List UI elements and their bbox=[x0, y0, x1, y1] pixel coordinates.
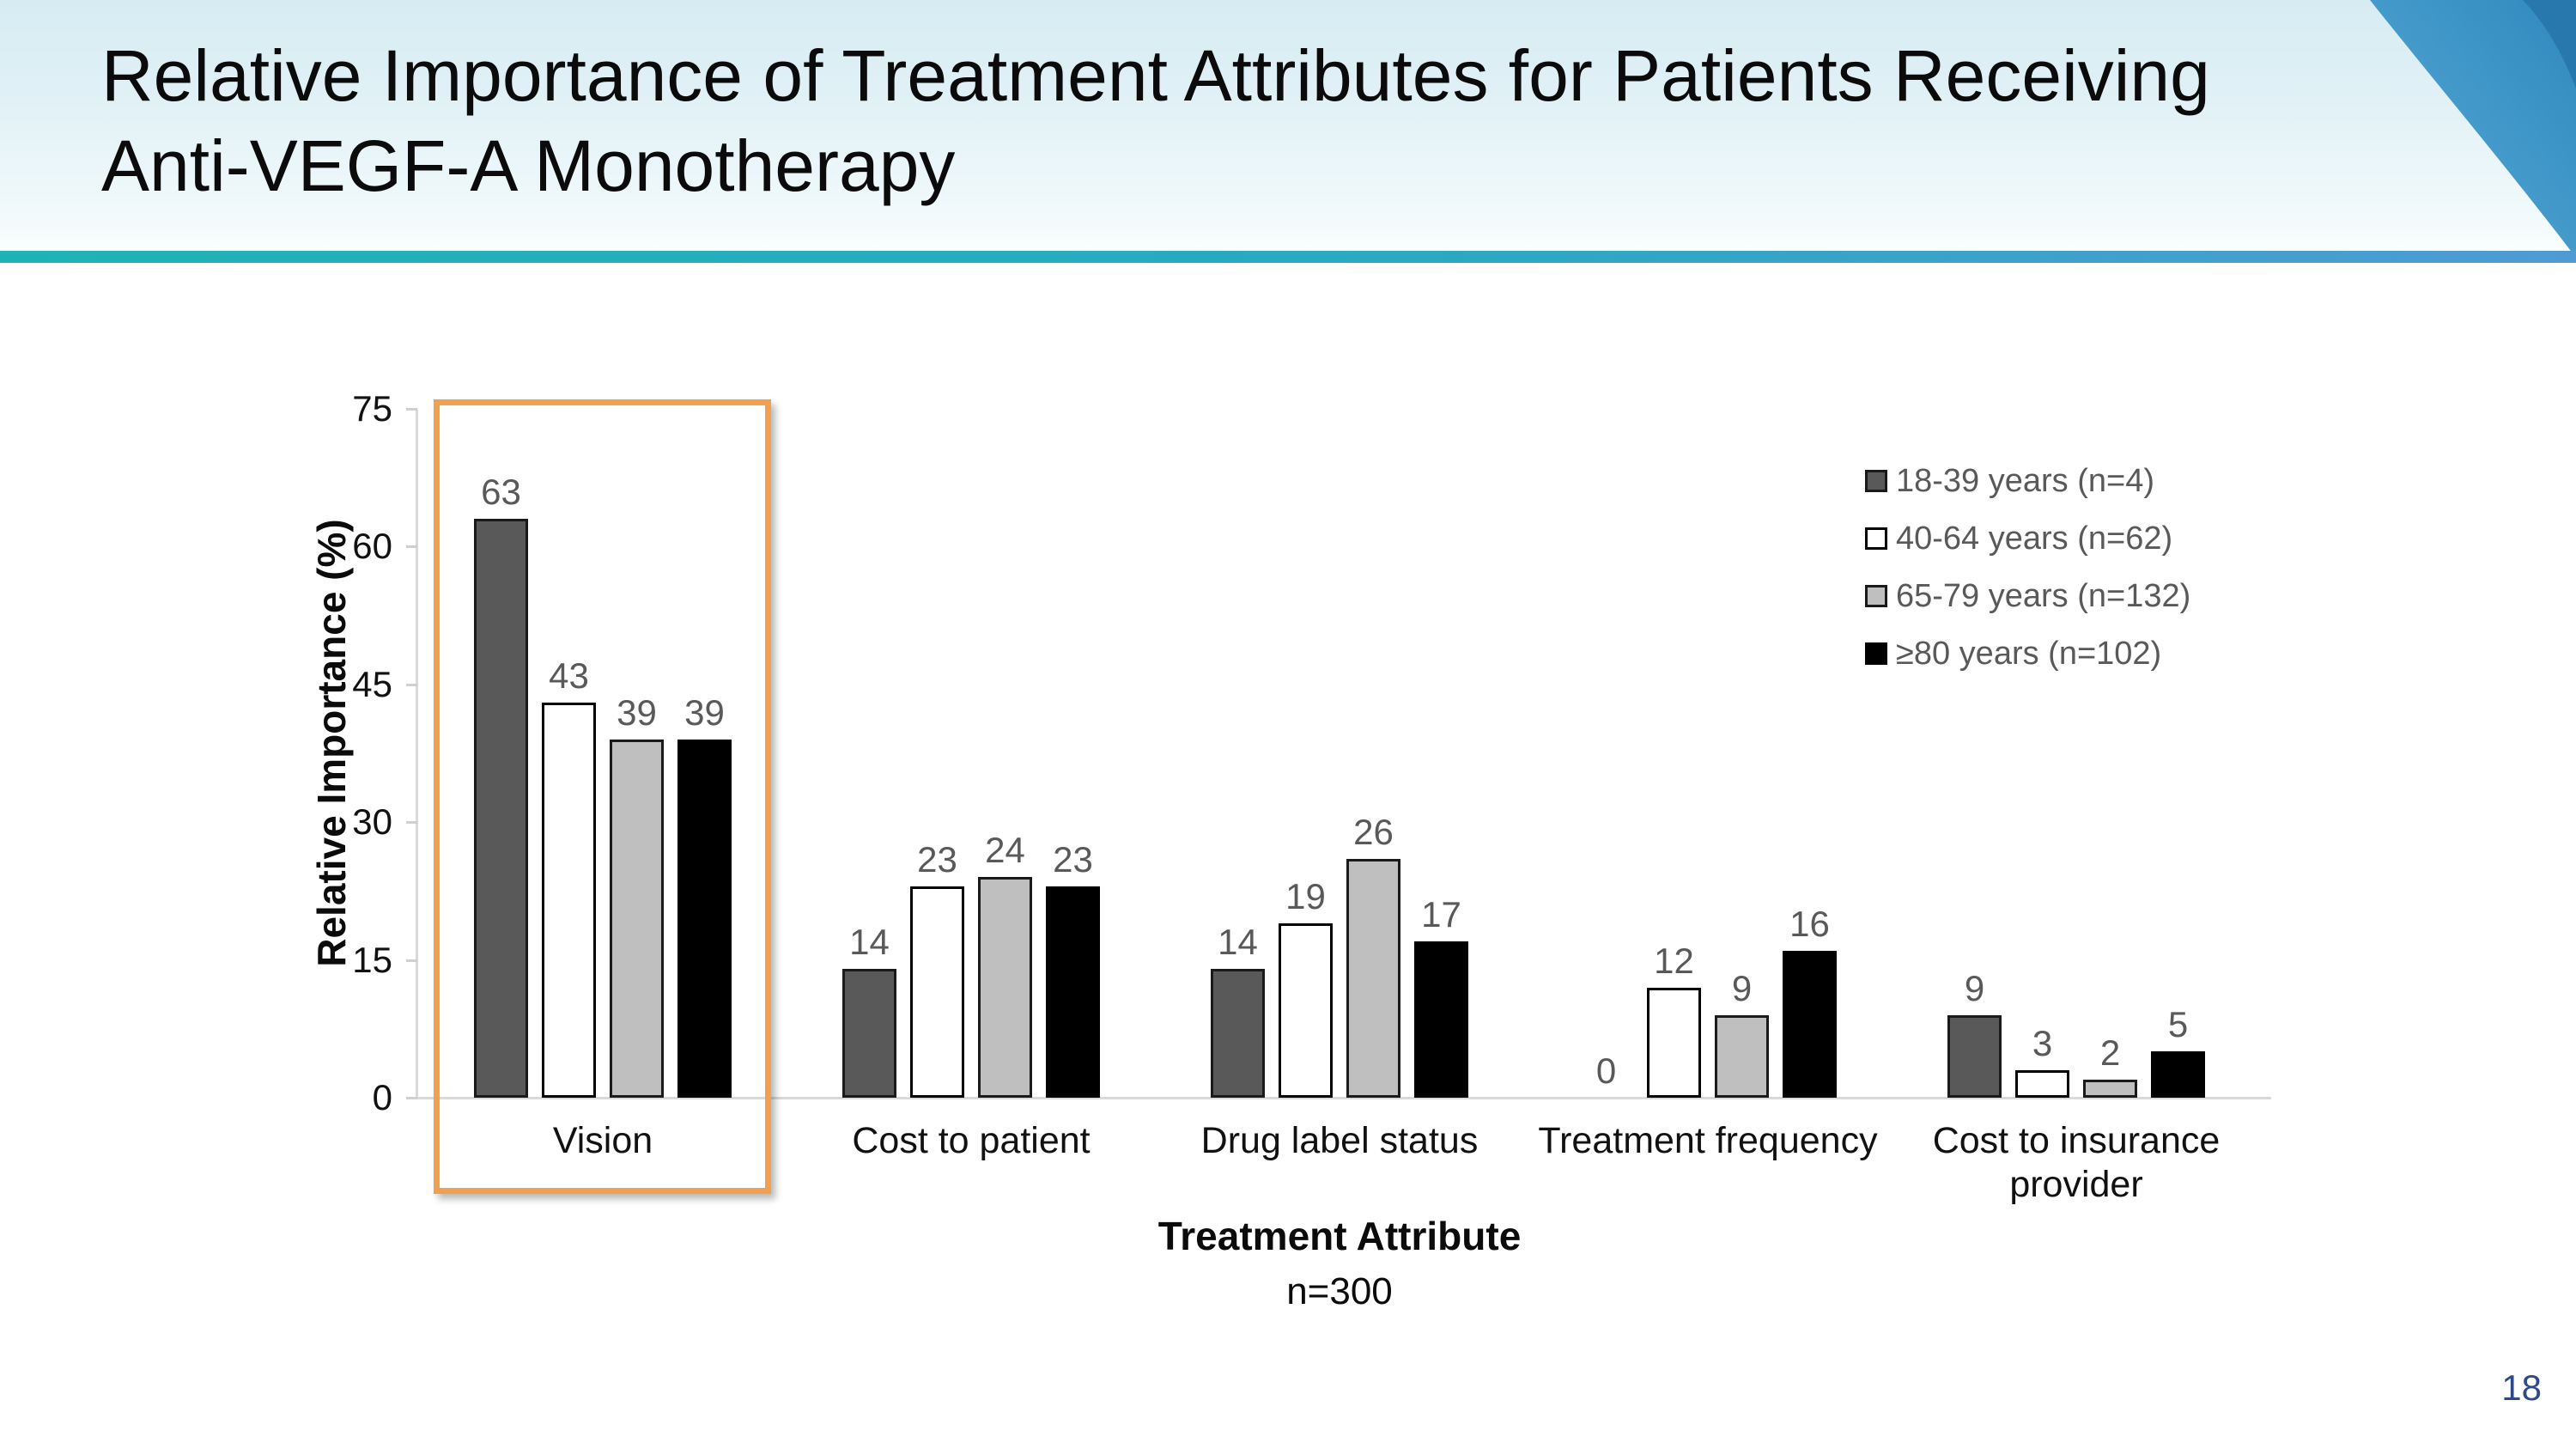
bar bbox=[1783, 951, 1837, 1098]
bar-value-label: 39 bbox=[617, 692, 657, 733]
bar-value-label: 23 bbox=[917, 839, 957, 880]
legend-marker-icon bbox=[1865, 470, 1887, 492]
y-tick bbox=[406, 545, 417, 548]
bar-value-label: 19 bbox=[1285, 876, 1326, 916]
bar-value-label: 26 bbox=[1353, 812, 1394, 852]
bar bbox=[1279, 923, 1333, 1098]
legend-item: 18-39 years (n=4) bbox=[1865, 462, 2190, 500]
bar bbox=[474, 519, 528, 1098]
legend-marker-icon bbox=[1865, 527, 1887, 550]
bar-value-label: 5 bbox=[2167, 1004, 2189, 1044]
bar-value-label: 17 bbox=[1421, 894, 1461, 935]
category-label: Cost to insurance provider bbox=[1932, 1120, 2221, 1205]
y-tick bbox=[406, 407, 417, 411]
bar-value-label: 14 bbox=[1218, 922, 1258, 962]
y-tick-label: 75 bbox=[352, 387, 392, 429]
bar bbox=[542, 703, 596, 1098]
bar bbox=[910, 886, 964, 1098]
category-label: Treatment frequency bbox=[1538, 1120, 1878, 1161]
bar-value-label: 14 bbox=[849, 922, 890, 962]
bar bbox=[1414, 941, 1468, 1098]
bar-value-label: 2 bbox=[2099, 1032, 2121, 1073]
bar-value-label: 12 bbox=[1654, 941, 1694, 981]
x-axis-line bbox=[406, 1097, 2271, 1099]
bar bbox=[1947, 1015, 2002, 1098]
y-tick bbox=[406, 1097, 417, 1099]
legend-item: 65-79 years (n=132) bbox=[1865, 577, 2190, 615]
bar-value-label: 23 bbox=[1053, 839, 1093, 880]
category-label: Drug label status bbox=[1200, 1120, 1479, 1161]
legend-label: ≥80 years (n=102) bbox=[1896, 635, 2162, 672]
bar-value-label: 39 bbox=[684, 692, 725, 733]
bar-value-label: 0 bbox=[1595, 1050, 1617, 1091]
bar bbox=[1046, 886, 1100, 1098]
bar-value-label: 3 bbox=[2032, 1023, 2053, 1063]
y-tick-label: 60 bbox=[352, 526, 392, 566]
bar bbox=[1346, 859, 1400, 1098]
legend-label: 40-64 years (n=62) bbox=[1896, 520, 2173, 557]
y-tick bbox=[406, 683, 417, 686]
bar bbox=[978, 877, 1032, 1098]
header-accent-bar bbox=[0, 251, 2576, 263]
y-tick-label: 30 bbox=[352, 801, 392, 842]
y-tick bbox=[406, 959, 417, 962]
bar-value-label: 24 bbox=[985, 830, 1025, 870]
y-axis-line bbox=[416, 410, 418, 1098]
bar-value-label: 9 bbox=[1731, 968, 1753, 1008]
y-tick-label: 15 bbox=[352, 939, 392, 980]
y-tick-label: 0 bbox=[372, 1077, 392, 1117]
bar bbox=[2083, 1080, 2137, 1098]
legend-item: ≥80 years (n=102) bbox=[1865, 635, 2190, 673]
category-label: Vision bbox=[552, 1120, 653, 1161]
category-label: Cost to patient bbox=[852, 1120, 1091, 1161]
page-number: 18 bbox=[2501, 1367, 2542, 1408]
bar bbox=[1715, 1015, 1769, 1098]
sample-size-note: n=300 bbox=[1286, 1270, 1393, 1312]
x-axis-title: Treatment Attribute bbox=[1157, 1214, 1522, 1253]
bar bbox=[2151, 1051, 2205, 1098]
y-tick-label: 45 bbox=[352, 663, 392, 704]
bar bbox=[677, 740, 732, 1098]
bar-value-label: 63 bbox=[481, 472, 521, 512]
legend-marker-icon bbox=[1865, 585, 1887, 607]
bar bbox=[1647, 988, 1701, 1098]
bar bbox=[610, 740, 664, 1098]
slide-header: Relative Importance of Treatment Attribu… bbox=[0, 0, 2576, 251]
x-axis-title-wrap: Treatment Attribute bbox=[996, 1214, 1683, 1253]
y-tick bbox=[406, 821, 417, 824]
page-title-line1: Relative Importance of Treatment Attribu… bbox=[101, 35, 2210, 116]
legend-item: 40-64 years (n=62) bbox=[1865, 520, 2190, 557]
bar-value-label: 16 bbox=[1789, 904, 1830, 944]
chart-legend: 18-39 years (n=4) 40-64 years (n=62) 65-79… bbox=[1865, 462, 2190, 692]
legend-label: 65-79 years (n=132) bbox=[1896, 577, 2191, 614]
page-title: Relative Importance of Treatment Attribu… bbox=[101, 31, 2471, 211]
bar bbox=[1211, 969, 1265, 1098]
bar bbox=[2015, 1070, 2069, 1098]
page-title-line2: Anti-VEGF-A Monotherapy bbox=[101, 125, 956, 206]
corner-decoration bbox=[2370, 0, 2576, 251]
vision-highlight-box bbox=[434, 399, 771, 1194]
legend-marker-icon bbox=[1865, 642, 1887, 665]
legend-label: 18-39 years (n=4) bbox=[1896, 462, 2154, 499]
bar-value-label: 43 bbox=[549, 655, 589, 696]
bar bbox=[842, 969, 896, 1098]
bar-value-label: 9 bbox=[1964, 968, 1985, 1008]
